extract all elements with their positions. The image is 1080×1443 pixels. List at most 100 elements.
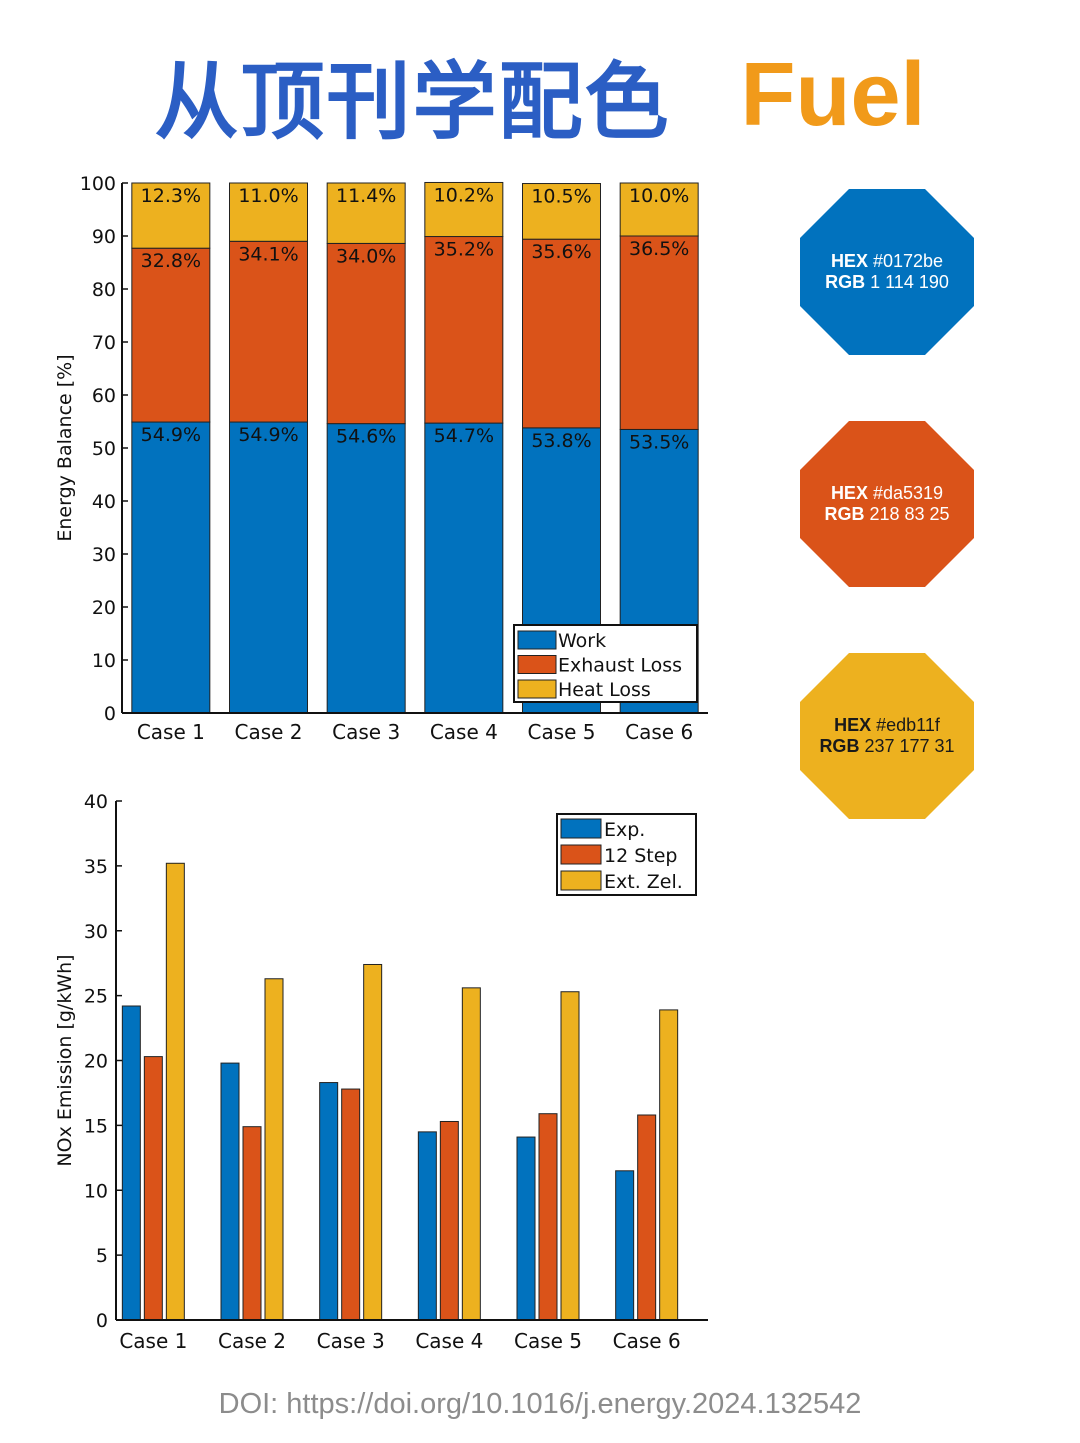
- y-tick-label: 30: [92, 544, 116, 566]
- color-swatch-blue: HEX #0172be RGB 1 114 190: [800, 189, 974, 355]
- data-label: 35.6%: [531, 241, 591, 263]
- y-tick-label: 10: [92, 650, 116, 672]
- y-tick-label: 0: [104, 703, 116, 725]
- bar-segment: [424, 422, 504, 714]
- bar: [615, 1170, 635, 1321]
- rgb-label: RGB: [824, 504, 865, 524]
- y-tick-label: 80: [92, 279, 116, 301]
- bar-segment: [522, 238, 601, 429]
- bar-segment: [229, 421, 308, 714]
- hex-label: HEX: [834, 715, 872, 735]
- doi-citation: DOI: https://doi.org/10.1016/j.energy.20…: [218, 1388, 862, 1420]
- legend-swatch: [560, 844, 602, 865]
- bar-segment: [424, 236, 504, 424]
- data-label: 32.8%: [141, 250, 201, 272]
- y-tick-label: 20: [92, 597, 116, 619]
- legend-entry: Heat Loss: [558, 679, 651, 701]
- data-label: 10.2%: [434, 184, 494, 206]
- y-tick-label: 60: [92, 385, 116, 407]
- data-label: 10.0%: [629, 185, 689, 207]
- bar: [659, 1009, 679, 1321]
- y-tick-label: 15: [84, 1115, 108, 1137]
- data-label: 54.7%: [434, 425, 494, 447]
- x-tick-label: Case 5: [514, 1329, 582, 1353]
- header: 从顶刊学配色 Fuel: [0, 40, 1080, 151]
- title-english: Fuel: [740, 44, 926, 145]
- bar: [121, 1005, 141, 1321]
- y-tick-label: 20: [84, 1051, 108, 1073]
- bar-segment: [326, 423, 406, 714]
- energy-balance-chart: 54.9% 32.8% 12.3% Case 1 54.9% 34.1% 11.0% Case…: [54, 173, 708, 744]
- y-tick-label: 30: [84, 921, 108, 943]
- bar-segment: [424, 181, 504, 238]
- x-tick-label: Case 5: [527, 720, 595, 744]
- x-tick-label: Case 4: [415, 1329, 483, 1353]
- legend-swatch: [560, 818, 602, 839]
- y-tick-label: 40: [92, 491, 116, 513]
- title-chinese: 从顶刊学配色: [154, 52, 671, 151]
- data-label: 11.4%: [336, 185, 396, 207]
- bar: [637, 1114, 657, 1321]
- rgb-label: RGB: [825, 272, 866, 292]
- bar-segment: [326, 242, 406, 425]
- swatch-text-blue: HEX #0172be RGB 1 114 190: [800, 189, 974, 355]
- bar: [516, 1136, 536, 1321]
- bar-segment: [326, 182, 406, 244]
- rgb-value: 1 114 190: [870, 272, 949, 292]
- bar-segment: [229, 240, 308, 423]
- bar-segment: [229, 182, 308, 242]
- bar: [220, 1062, 240, 1321]
- legend-swatch: [517, 630, 557, 650]
- bar-segment: [131, 182, 211, 249]
- hex-value: #0172be: [872, 251, 944, 271]
- data-label: 34.1%: [238, 243, 298, 265]
- bar: [242, 1126, 262, 1321]
- data-label: 53.5%: [629, 431, 689, 453]
- data-label: 54.9%: [238, 424, 298, 446]
- x-tick-label: Case 6: [613, 1329, 681, 1353]
- bar: [264, 978, 284, 1321]
- legend-swatch: [560, 870, 602, 891]
- data-label: 34.0%: [336, 245, 396, 267]
- legend-swatch: [517, 655, 557, 674]
- bar-segment: [131, 247, 211, 423]
- swatch-octagon-orange: [800, 421, 974, 587]
- swatch-octagon-blue: [800, 189, 974, 355]
- legend-entry: Exp.: [604, 819, 645, 841]
- y-tick-label: 100: [80, 173, 116, 195]
- hex-label: HEX: [830, 251, 868, 271]
- x-tick-label: Case 4: [430, 720, 498, 744]
- data-label: 10.5%: [531, 186, 591, 208]
- bar-segment: [522, 183, 601, 240]
- data-label: 54.9%: [141, 424, 201, 446]
- swatch-octagon-yellow: [800, 653, 974, 819]
- y-tick-label: 50: [92, 438, 116, 460]
- bar-segment: [619, 182, 699, 237]
- bar: [363, 963, 383, 1321]
- bar: [538, 1113, 558, 1321]
- y-tick-label: 10: [84, 1180, 108, 1202]
- bar: [165, 862, 185, 1321]
- y-axis-label: Energy Balance [%]: [54, 354, 76, 541]
- bar: [560, 991, 580, 1321]
- data-label: 12.3%: [141, 185, 201, 207]
- data-label: 35.2%: [434, 239, 494, 261]
- bar: [143, 1056, 163, 1321]
- y-tick-label: 0: [96, 1310, 108, 1332]
- y-tick-label: 35: [84, 856, 108, 878]
- y-axis-label: NOx Emission [g/kWh]: [54, 954, 76, 1166]
- rgb-label: RGB: [819, 736, 860, 756]
- bar-segment: [131, 421, 211, 714]
- legend-entry: Exhaust Loss: [558, 655, 682, 677]
- x-tick-label: Case 3: [332, 720, 400, 744]
- legend-entry: 12 Step: [604, 845, 677, 867]
- x-tick-label: Case 2: [218, 1329, 286, 1353]
- bar-segment: [619, 235, 699, 430]
- bar: [417, 1131, 437, 1321]
- hex-value: #da5319: [872, 483, 944, 503]
- legend-swatch: [517, 679, 557, 699]
- color-swatch-orange: HEX #da5319 RGB 218 83 25: [800, 421, 974, 587]
- color-swatch-yellow: HEX #edb11f RGB 237 177 31: [800, 653, 974, 819]
- x-tick-label: Case 1: [137, 720, 205, 744]
- data-label: 36.5%: [629, 238, 689, 260]
